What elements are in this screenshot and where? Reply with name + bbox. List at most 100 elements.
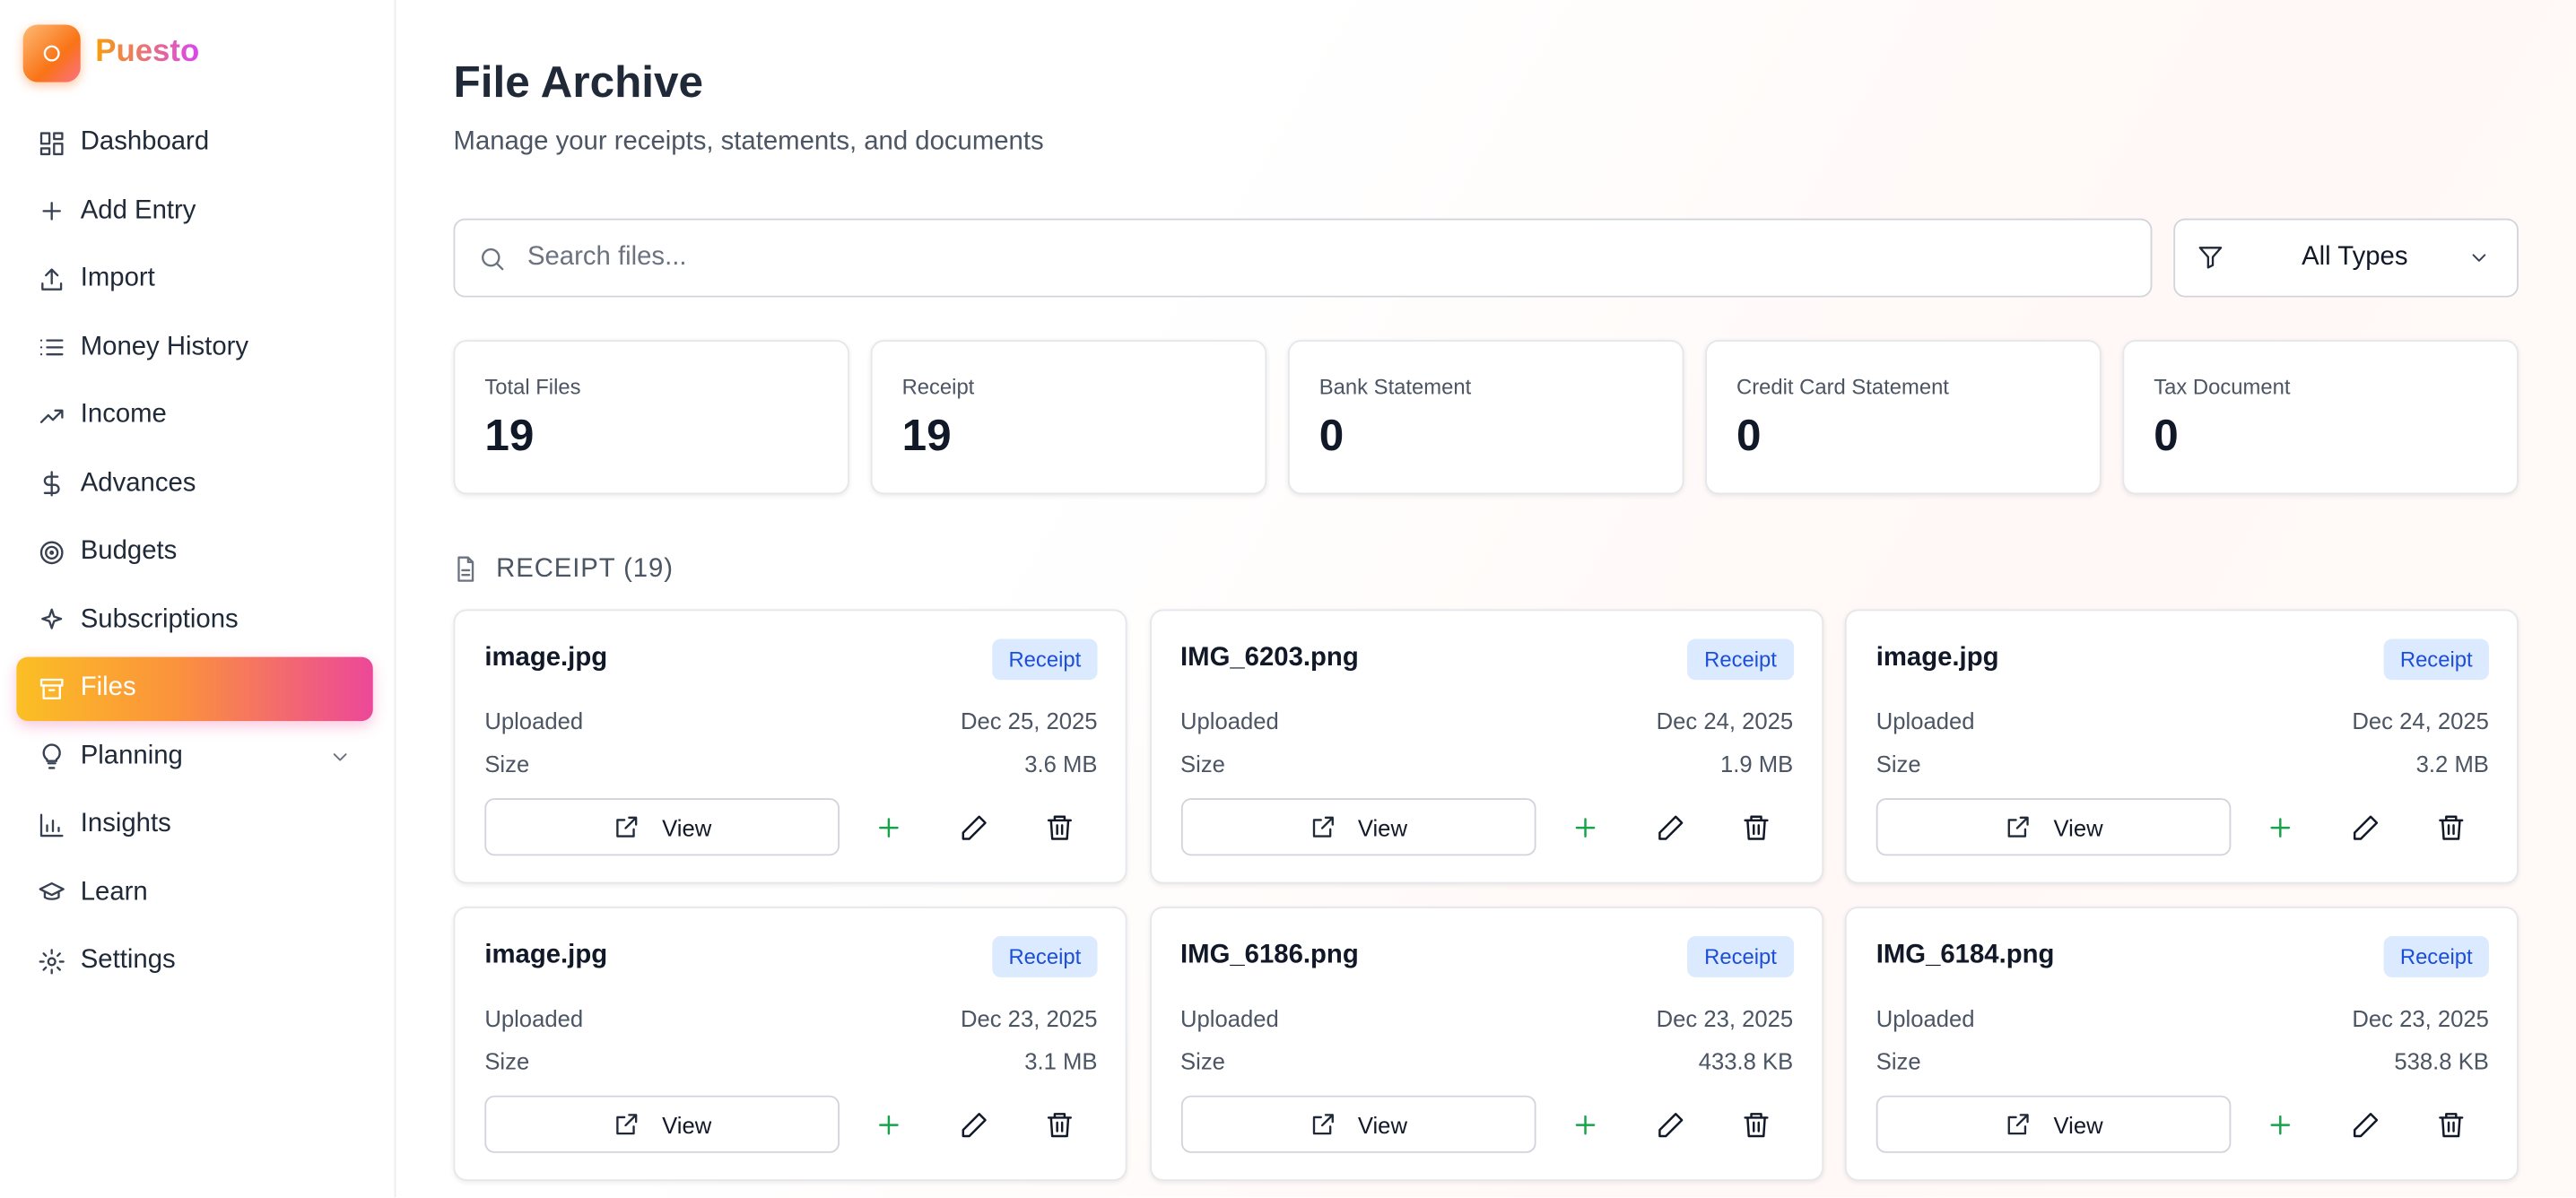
nav-item[interactable]: Add Entry [80, 195, 196, 225]
search-box[interactable]: Search files... [453, 218, 2153, 298]
stat-value: 0 [2154, 410, 2179, 460]
stat-card: Receipt 19 [870, 340, 1267, 495]
page-subtitle: Manage your receipts, statements, and do… [453, 127, 1044, 157]
view-label: View [2053, 1112, 2103, 1139]
file-badge: Receipt [1687, 936, 1794, 977]
nav-icon [39, 408, 64, 423]
stat-label: Receipt [901, 374, 975, 400]
nav-icon [42, 743, 61, 769]
size-value: 538.8 KB [2394, 1047, 2489, 1074]
size-label: Size [1875, 1047, 1921, 1074]
size-label: Size [484, 751, 530, 777]
stat-value: 0 [1318, 410, 1345, 460]
nav-item[interactable]: Planning [80, 741, 183, 770]
stat-card: Tax Document 0 [2122, 340, 2519, 495]
uploaded-date: Dec 24, 2025 [1656, 708, 1794, 734]
nav-item[interactable]: Insights [80, 809, 171, 838]
view-button[interactable]: View [1875, 1095, 2232, 1153]
nav-icon [41, 267, 63, 290]
uploaded-label: Uploaded [1180, 1004, 1279, 1032]
file-card: IMG_6184.png Receipt Uploaded Dec 23, 2025 S… [1844, 907, 2519, 1181]
nav-item[interactable]: Learn [80, 878, 148, 907]
add-button[interactable] [1568, 1108, 1601, 1142]
edit-button[interactable] [958, 1108, 991, 1142]
uploaded-label: Uploaded [484, 708, 584, 734]
nav-item[interactable]: Dashboard [80, 127, 210, 157]
stat-value: 0 [1736, 410, 1762, 460]
edit-button-icon [962, 1113, 987, 1138]
search-icon [482, 247, 504, 271]
uploaded-label: Uploaded [484, 1004, 584, 1032]
nav-item[interactable]: Money History [80, 332, 249, 361]
nav-item[interactable]: Files [80, 673, 136, 702]
uploaded-date: Dec 23, 2025 [1656, 1004, 1794, 1032]
nav-item[interactable]: Income [80, 400, 167, 430]
add-button[interactable] [873, 1108, 906, 1142]
nav-item[interactable]: Budgets [80, 536, 178, 566]
page-title: File Archive [453, 57, 704, 108]
edit-button[interactable] [958, 812, 991, 845]
size-value: 3.6 MB [1024, 751, 1098, 777]
uploaded-label: Uploaded [1875, 708, 1975, 734]
delete-button[interactable] [1739, 1108, 1772, 1142]
edit-button[interactable] [2349, 1108, 2382, 1142]
edit-button[interactable] [1654, 812, 1687, 845]
external-icon [1311, 816, 1334, 838]
file-card: image.jpg Receipt Uploaded Dec 23, 2025 Size… [453, 907, 1127, 1181]
external-icon [616, 816, 638, 838]
delete-button[interactable] [2434, 812, 2467, 845]
size-label: Size [1180, 751, 1225, 777]
nav-icon [39, 540, 64, 564]
delete-button-icon [1743, 815, 1768, 840]
size-value: 3.2 MB [2415, 751, 2489, 777]
view-button[interactable]: View [1875, 798, 2232, 856]
view-button[interactable]: View [1180, 798, 1536, 856]
delete-button-icon [2439, 1113, 2464, 1138]
delete-button[interactable] [2434, 1108, 2467, 1142]
filter-select[interactable]: All Types [2173, 218, 2519, 298]
stat-label: Tax Document [2154, 374, 2291, 400]
add-button-icon [879, 1115, 899, 1135]
file-name: image.jpg [484, 643, 608, 673]
uploaded-date: Dec 25, 2025 [960, 708, 1098, 734]
edit-button[interactable] [1654, 1108, 1687, 1142]
edit-button[interactable] [2349, 812, 2382, 845]
delete-button[interactable] [1043, 1108, 1076, 1142]
logo [22, 24, 81, 82]
add-button[interactable] [873, 812, 906, 845]
size-label: Size [1180, 1047, 1225, 1074]
view-button[interactable]: View [484, 1095, 840, 1153]
size-label: Size [484, 1047, 530, 1074]
file-badge: Receipt [992, 638, 1098, 681]
external-icon [2007, 1114, 2029, 1135]
view-button[interactable]: View [1180, 1095, 1536, 1153]
stat-value: 19 [901, 410, 952, 460]
uploaded-date: Dec 23, 2025 [960, 1004, 1098, 1032]
chevron [333, 752, 347, 760]
size-value: 1.9 MB [1719, 751, 1794, 777]
edit-button-icon [1658, 815, 1683, 840]
view-button[interactable]: View [484, 798, 840, 856]
nav-item[interactable]: Import [80, 264, 155, 293]
add-button-icon [2270, 818, 2291, 838]
add-button[interactable] [2264, 812, 2297, 845]
nav-item[interactable]: Subscriptions [80, 604, 239, 634]
file-badge: Receipt [1687, 638, 1794, 681]
add-button[interactable] [1568, 812, 1601, 845]
delete-button[interactable] [1739, 812, 1772, 845]
file-badge: Receipt [2383, 936, 2489, 977]
chevron [2472, 254, 2486, 262]
view-label: View [1357, 1112, 1407, 1139]
nav-icon [43, 471, 60, 497]
add-button[interactable] [2264, 1108, 2297, 1142]
nav-item[interactable]: Advances [80, 468, 196, 498]
nav-icon [39, 677, 64, 699]
delete-button-icon [1047, 815, 1073, 840]
delete-button-icon [2439, 815, 2464, 840]
delete-button[interactable] [1043, 812, 1076, 845]
edit-button-icon [2353, 815, 2379, 840]
nav-item[interactable]: Settings [80, 946, 176, 975]
external-icon [1311, 1114, 1334, 1135]
